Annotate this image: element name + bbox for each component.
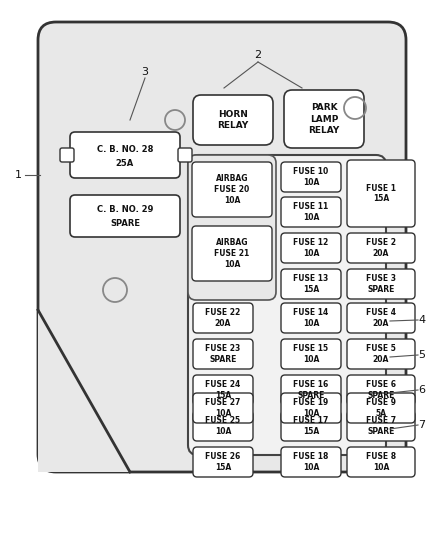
FancyBboxPatch shape <box>281 375 341 405</box>
FancyBboxPatch shape <box>193 339 253 369</box>
Text: FUSE 12
10A: FUSE 12 10A <box>293 238 328 258</box>
FancyBboxPatch shape <box>347 393 415 423</box>
Text: FUSE 2
20A: FUSE 2 20A <box>366 238 396 258</box>
Text: FUSE 10
10A: FUSE 10 10A <box>293 167 328 187</box>
FancyBboxPatch shape <box>60 148 74 162</box>
FancyBboxPatch shape <box>347 233 415 263</box>
Text: FUSE 16
SPARE: FUSE 16 SPARE <box>293 380 328 400</box>
FancyBboxPatch shape <box>281 393 341 423</box>
Text: 4: 4 <box>418 315 426 325</box>
Text: FUSE 24
15A: FUSE 24 15A <box>205 380 240 400</box>
Text: HORN
RELAY: HORN RELAY <box>217 110 249 130</box>
Text: FUSE 6
SPARE: FUSE 6 SPARE <box>366 380 396 400</box>
FancyBboxPatch shape <box>281 303 341 333</box>
Text: FUSE 11
10A: FUSE 11 10A <box>293 202 328 222</box>
Text: FUSE 15
10A: FUSE 15 10A <box>293 344 328 364</box>
FancyBboxPatch shape <box>192 162 272 217</box>
FancyBboxPatch shape <box>281 269 341 299</box>
FancyBboxPatch shape <box>193 411 253 441</box>
FancyBboxPatch shape <box>281 162 341 192</box>
FancyBboxPatch shape <box>281 197 341 227</box>
FancyBboxPatch shape <box>347 447 415 477</box>
Text: C. B. NO. 28: C. B. NO. 28 <box>97 146 153 155</box>
Text: FUSE 25
10A: FUSE 25 10A <box>205 416 240 436</box>
Text: FUSE 8
10A: FUSE 8 10A <box>366 452 396 472</box>
Text: 25A: 25A <box>116 159 134 168</box>
Text: FUSE 22
20A: FUSE 22 20A <box>205 308 240 328</box>
Text: FUSE 14
10A: FUSE 14 10A <box>293 308 328 328</box>
FancyBboxPatch shape <box>347 269 415 299</box>
Text: SPARE: SPARE <box>110 220 140 229</box>
FancyBboxPatch shape <box>193 375 253 405</box>
FancyBboxPatch shape <box>193 447 253 477</box>
Text: PARK
LAMP
RELAY: PARK LAMP RELAY <box>308 103 339 135</box>
Text: FUSE 1
15A: FUSE 1 15A <box>366 184 396 204</box>
FancyBboxPatch shape <box>347 160 415 227</box>
Text: 5: 5 <box>418 350 425 360</box>
Polygon shape <box>38 310 130 472</box>
FancyBboxPatch shape <box>281 339 341 369</box>
Text: FUSE 26
15A: FUSE 26 15A <box>205 452 240 472</box>
FancyBboxPatch shape <box>347 339 415 369</box>
FancyBboxPatch shape <box>188 155 276 300</box>
Text: FUSE 27
10A: FUSE 27 10A <box>205 398 241 418</box>
Text: 7: 7 <box>418 420 426 430</box>
FancyBboxPatch shape <box>38 22 406 472</box>
Text: FUSE 4
20A: FUSE 4 20A <box>366 308 396 328</box>
Text: FUSE 3
SPARE: FUSE 3 SPARE <box>366 274 396 294</box>
FancyBboxPatch shape <box>193 95 273 145</box>
Text: AIRBAG
FUSE 21
10A: AIRBAG FUSE 21 10A <box>214 238 250 269</box>
FancyBboxPatch shape <box>281 447 341 477</box>
FancyBboxPatch shape <box>347 411 415 441</box>
Text: C. B. NO. 29: C. B. NO. 29 <box>97 206 153 214</box>
FancyBboxPatch shape <box>70 195 180 237</box>
Text: 6: 6 <box>418 385 425 395</box>
FancyBboxPatch shape <box>178 148 192 162</box>
Text: FUSE 19
10A: FUSE 19 10A <box>293 398 328 418</box>
FancyBboxPatch shape <box>193 393 253 423</box>
FancyBboxPatch shape <box>347 303 415 333</box>
FancyBboxPatch shape <box>284 90 364 148</box>
Text: FUSE 17
15A: FUSE 17 15A <box>293 416 328 436</box>
FancyBboxPatch shape <box>281 233 341 263</box>
Text: FUSE 18
10A: FUSE 18 10A <box>293 452 328 472</box>
Text: AIRBAG
FUSE 20
10A: AIRBAG FUSE 20 10A <box>214 174 250 205</box>
FancyBboxPatch shape <box>281 411 341 441</box>
Text: 2: 2 <box>254 50 261 60</box>
FancyBboxPatch shape <box>347 375 415 405</box>
Text: FUSE 7
SPARE: FUSE 7 SPARE <box>366 416 396 436</box>
Text: FUSE 9
5A: FUSE 9 5A <box>366 398 396 418</box>
FancyBboxPatch shape <box>70 132 180 178</box>
FancyBboxPatch shape <box>188 155 386 455</box>
FancyBboxPatch shape <box>193 303 253 333</box>
Text: FUSE 23
SPARE: FUSE 23 SPARE <box>205 344 240 364</box>
FancyBboxPatch shape <box>192 226 272 281</box>
Text: 3: 3 <box>141 67 148 77</box>
Text: FUSE 5
20A: FUSE 5 20A <box>366 344 396 364</box>
Text: FUSE 13
15A: FUSE 13 15A <box>293 274 328 294</box>
Text: 1: 1 <box>14 170 21 180</box>
